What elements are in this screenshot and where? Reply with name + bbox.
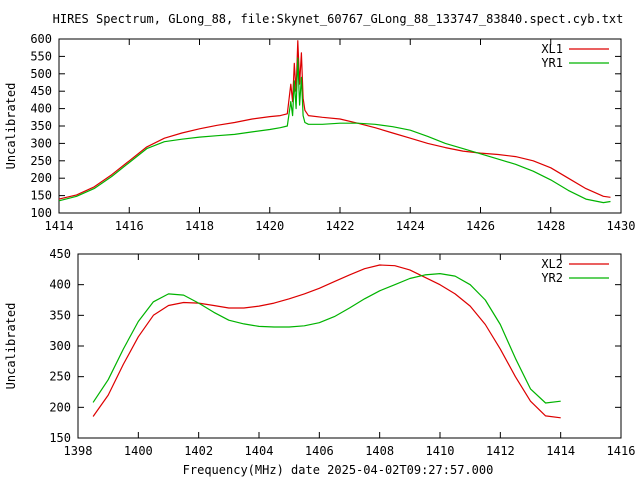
y-tick-label: 200 [30, 171, 52, 185]
y-tick-label: 400 [30, 102, 52, 116]
x-tick-label: 1408 [365, 444, 394, 458]
legend-label-yr2: YR2 [541, 271, 563, 285]
legend-label-xl1: XL1 [541, 42, 563, 56]
plot-frame-1 [58, 38, 622, 214]
x-tick-label: 1412 [486, 444, 515, 458]
x-tick-label: 1400 [124, 444, 153, 458]
y-tick-label: 300 [30, 136, 52, 150]
series-line-yr2 [92, 273, 561, 404]
y-tick-label: 250 [49, 370, 71, 384]
y-tick-label: 300 [49, 339, 71, 353]
series-line-xl1 [58, 40, 611, 200]
y-tick-label: 600 [30, 32, 52, 46]
x-tick-label: 1410 [426, 444, 455, 458]
x-tick-label: 1420 [255, 219, 284, 233]
x-tick-label: 1416 [115, 219, 144, 233]
y-tick-label: 450 [49, 247, 71, 261]
y-tick-label: 400 [49, 278, 71, 292]
y-tick-label: 150 [30, 189, 52, 203]
y-tick-label: 350 [30, 119, 52, 133]
legend-label-yr1: YR1 [541, 56, 563, 70]
series-line-yr1 [58, 57, 611, 204]
x-tick-label: 1418 [185, 219, 214, 233]
x-tick-label: 1414 [45, 219, 74, 233]
y-tick-label: 450 [30, 84, 52, 98]
y-tick-label: 550 [30, 49, 52, 63]
y-tick-label: 250 [30, 154, 52, 168]
y-tick-label: 500 [30, 67, 52, 81]
x-tick-label: 1414 [546, 444, 575, 458]
y-tick-label: 100 [30, 206, 52, 220]
x-tick-label: 1428 [536, 219, 565, 233]
x-tick-label: 1416 [607, 444, 636, 458]
x-tick-label: 1398 [64, 444, 93, 458]
x-tick-label: 1422 [326, 219, 355, 233]
y-tick-label: 200 [49, 400, 71, 414]
x-tick-label: 1426 [466, 219, 495, 233]
legend-label-xl2: XL2 [541, 257, 563, 271]
x-tick-label: 1404 [245, 444, 274, 458]
y-tick-label: 150 [49, 431, 71, 445]
x-tick-label: 1402 [184, 444, 213, 458]
y-axis-label: Uncalibrated [4, 303, 18, 390]
series-line-xl2 [92, 264, 561, 419]
chart-title: HIRES Spectrum, GLong_88, file:Skynet_60… [53, 12, 624, 26]
x-axis-label: Frequency(MHz) date 2025-04-02T09:27:57.… [183, 463, 494, 477]
x-tick-label: 1430 [607, 219, 636, 233]
x-tick-label: 1424 [396, 219, 425, 233]
y-tick-label: 350 [49, 308, 71, 322]
y-axis-label: Uncalibrated [4, 83, 18, 170]
x-tick-label: 1406 [305, 444, 334, 458]
